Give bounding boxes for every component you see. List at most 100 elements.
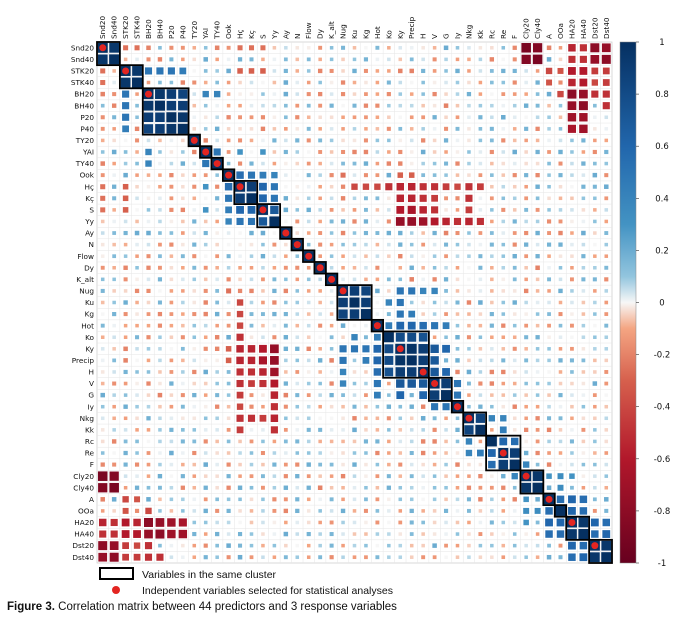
heatmap-cell [238,497,242,502]
heatmap-cell [192,115,197,120]
heatmap-cell [455,103,460,108]
heatmap-cell [467,103,471,108]
heatmap-cell [146,230,151,236]
heatmap-cell [132,77,143,88]
heatmap-cell [477,449,484,457]
heatmap-cell [604,277,609,282]
heatmap-cell [490,254,494,258]
heatmap-cell [546,427,552,433]
heatmap-cell [100,323,105,328]
heatmap-cell [501,358,506,363]
heatmap-cell [318,289,322,293]
heatmap-cell [524,266,528,270]
heatmap-cell [467,231,471,235]
heatmap-cell [215,381,219,386]
heatmap-cell [604,462,609,467]
heatmap-cell [318,520,322,525]
heatmap-cell [569,473,575,479]
heatmap-cell [546,242,552,247]
heatmap-cell [158,428,162,432]
heatmap-cell [467,173,471,177]
heatmap-cell [535,69,540,73]
heatmap-cell [478,393,483,397]
heatmap-cell [489,149,494,155]
heatmap-cell [407,321,416,330]
heatmap-cell [109,541,119,550]
heatmap-cell [295,474,300,479]
heatmap-cell [558,103,563,108]
heatmap-cell [432,277,437,282]
heatmap-cell [535,149,540,155]
heatmap-cell [146,138,151,143]
heatmap-cell [306,520,311,525]
heatmap-cell [192,254,197,259]
heatmap-cell [490,208,494,212]
heatmap-cell [112,138,116,143]
heatmap-cell [421,127,425,131]
heatmap-cell [581,242,586,247]
heatmap-cell [352,80,357,85]
heatmap-cell [318,543,322,548]
heatmap-cell [421,103,425,108]
heatmap-cell [295,381,300,386]
heatmap-cell [546,473,552,479]
heatmap-cell [166,89,177,99]
heatmap-cell [421,242,426,247]
heatmap-cell [226,370,231,374]
heatmap-cell [260,149,266,155]
heatmap-cell [249,532,254,536]
heatmap-cell [547,381,551,386]
heatmap-cell [306,231,311,235]
heatmap-cell [157,392,163,398]
heatmap-cell [558,161,563,166]
heatmap-cell [570,266,574,270]
heatmap-cell [236,403,244,410]
heatmap-cell [387,439,391,444]
heatmap-cell [215,416,219,421]
heatmap-cell [112,115,117,120]
heatmap-cell [135,335,140,340]
heatmap-cell [100,242,105,247]
heatmap-cell [387,57,391,62]
heatmap-cell [418,217,428,226]
figure-caption-text: Correlation matrix between 44 predictors… [58,601,397,613]
heatmap-cell [341,439,345,444]
heatmap-cell [568,541,576,550]
heatmap-cell [432,266,437,270]
heatmap-cell [283,381,288,386]
heatmap-cell [591,79,599,86]
selected-dot [99,44,107,52]
heatmap-cell [546,79,553,86]
heatmap-cell [146,219,151,224]
heatmap-cell [181,312,185,316]
selected-dot [499,449,507,457]
heatmap-cell [467,138,471,143]
heatmap-cell [569,358,574,363]
heatmap-cell [283,149,288,155]
heatmap-cell [467,115,471,120]
heatmap-cell [295,196,300,201]
heatmap-cell [341,242,345,247]
heatmap-cell [100,288,105,293]
heatmap-cell [146,323,151,328]
heatmap-cell [431,322,439,330]
heatmap-cell [283,312,288,317]
heatmap-cell [535,312,540,316]
heatmap-cell [169,266,174,270]
heatmap-cell [455,231,460,236]
heatmap-cell [181,242,185,247]
heatmap-cell [192,497,197,502]
heatmap-cell [318,497,322,502]
heatmap-cell [523,288,529,294]
column-label: Snd40 [110,15,119,39]
heatmap-cell [318,45,323,50]
heatmap-cell [249,393,254,398]
heatmap-cell [192,312,197,317]
heatmap-cell [490,289,494,293]
heatmap-cell [421,254,425,258]
heatmap-cell [363,508,368,513]
row-label: YAI [82,148,94,157]
heatmap-cell [558,57,563,62]
heatmap-cell [421,161,425,166]
heatmap-cell [133,518,141,527]
